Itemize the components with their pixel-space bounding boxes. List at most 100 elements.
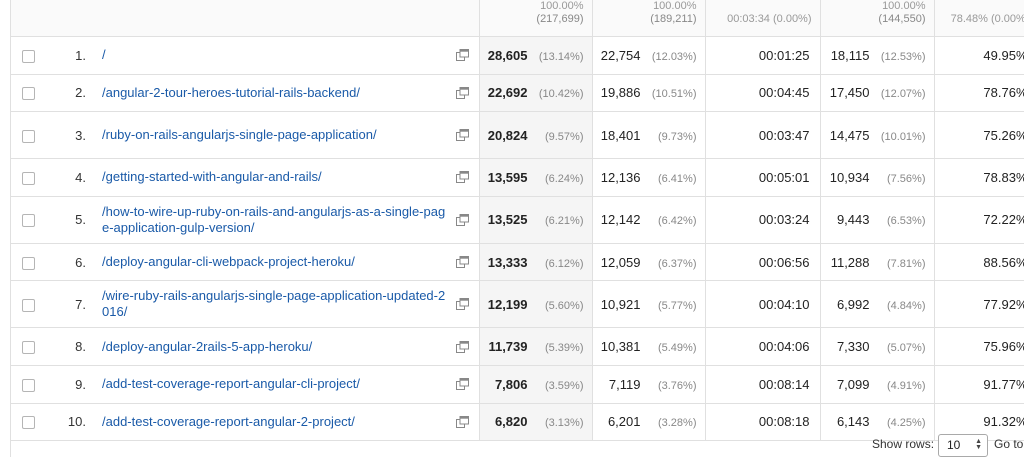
pageviews-cell: 12,199 (5.60%)	[478, 280, 592, 329]
table-row: 9. /add-test-coverage-report-angular-cli-…	[11, 365, 1024, 404]
unique-pageviews-value: 7,119	[608, 376, 641, 392]
pageviews-pct: (6.24%)	[544, 172, 584, 185]
entrances-value: 11,288	[830, 254, 870, 270]
pageviews-value: 12,199	[487, 296, 528, 312]
page-cell: /ruby-on-rails-angularjs-single-page-app…	[90, 111, 479, 160]
row-checkbox[interactable]	[21, 129, 35, 143]
pageviews-cell: 13,595 (6.24%)	[478, 158, 592, 197]
row-checkbox[interactable]	[21, 378, 35, 392]
avg-time-cell: 00:04:45	[704, 74, 820, 113]
pages-report-table: 100.00% (217,699) 100.00% (189,211) 00:0…	[11, 0, 1024, 442]
external-window-icon[interactable]	[455, 129, 469, 142]
table-row: 5. /how-to-wire-up-ruby-on-rails-and-angu…	[11, 196, 1024, 244]
page-link[interactable]: /ruby-on-rails-angularjs-single-page-app…	[102, 127, 377, 143]
row-checkbox[interactable]	[21, 49, 35, 63]
summary-entrances: 100.00% (144,550)	[819, 0, 934, 37]
goto-label: Go to:	[994, 437, 1024, 451]
entrances-value: 18,115	[830, 47, 870, 63]
row-checkbox[interactable]	[21, 416, 35, 430]
entrances-value: 14,475	[829, 127, 870, 143]
unique-pageviews-value: 18,401	[600, 127, 641, 143]
entrances-pct: (12.07%)	[880, 88, 926, 101]
pageviews-value: 20,824	[487, 127, 528, 143]
table-row: 10. /add-test-coverage-report-angular-2-p…	[11, 403, 1024, 442]
bounce-rate-cell: 49.95%	[933, 36, 1024, 75]
table-row: 7. /wire-ruby-rails-angularjs-single-page…	[11, 280, 1024, 329]
page-link[interactable]: /how-to-wire-up-ruby-on-rails-and-angula…	[102, 203, 446, 235]
table-row: 8. /deploy-angular-2rails-5-app-heroku/11…	[11, 327, 1024, 366]
table-row: 4. /getting-started-with-angular-and-rail…	[11, 158, 1024, 197]
entrances-cell: 9,443 (6.53%)	[819, 196, 934, 244]
row-checkbox[interactable]	[21, 341, 35, 355]
bounce-rate-cell: 75.26%	[933, 111, 1024, 160]
external-window-icon[interactable]	[455, 415, 469, 428]
summary-bounce-value: 78.48% (0.00%)	[950, 13, 1024, 25]
pageviews-value: 22,692	[487, 85, 528, 101]
pages-report-table-container: 100.00% (217,699) 100.00% (189,211) 00:0…	[10, 0, 1024, 442]
pageviews-value: 7,806	[494, 376, 528, 392]
unique-pageviews-pct: (6.37%)	[657, 257, 697, 270]
entrances-value: 6,992	[836, 296, 870, 312]
row-checkbox[interactable]	[21, 87, 35, 101]
external-window-icon[interactable]	[455, 378, 469, 391]
table-row: 1./28,605 (13.14%) 22,754 (12.03%) 00:01:25 1…	[11, 36, 1024, 75]
avg-time-cell: 00:04:06	[704, 327, 820, 366]
pageviews-pct: (6.12%)	[544, 257, 584, 270]
pageviews-cell: 13,525 (6.21%)	[478, 196, 592, 244]
row-select-cell	[11, 327, 45, 366]
show-rows-select[interactable]: 10 ▲ ▼	[938, 434, 988, 457]
unique-pageviews-pct: (3.76%)	[657, 379, 697, 392]
unique-pageviews-value: 10,921	[600, 296, 641, 312]
row-checkbox[interactable]	[21, 298, 35, 312]
avg-time-cell: 00:03:24	[704, 196, 820, 244]
page-link[interactable]: /deploy-angular-cli-webpack-project-hero…	[102, 254, 355, 270]
summary-pageviews: 100.00% (217,699)	[478, 0, 592, 37]
unique-pageviews-pct: (9.73%)	[657, 130, 697, 143]
row-checkbox[interactable]	[21, 214, 35, 228]
external-window-icon[interactable]	[455, 256, 469, 269]
row-checkbox[interactable]	[21, 256, 35, 270]
entrances-pct: (6.53%)	[886, 215, 926, 228]
page-cell: /angular-2-tour-heroes-tutorial-rails-ba…	[90, 74, 479, 113]
page-link[interactable]: /angular-2-tour-heroes-tutorial-rails-ba…	[102, 84, 360, 100]
unique-pageviews-pct: (12.03%)	[651, 50, 697, 63]
avg-time-cell: 00:05:01	[704, 158, 820, 197]
unique-pageviews-pct: (5.77%)	[657, 299, 697, 312]
external-window-icon[interactable]	[455, 86, 469, 99]
unique-pageviews-cell: 10,381 (5.49%)	[591, 327, 705, 366]
external-window-icon[interactable]	[455, 340, 469, 353]
entrances-cell: 10,934 (7.56%)	[819, 158, 934, 197]
page-link[interactable]: /add-test-coverage-report-angular-2-proj…	[102, 413, 355, 429]
row-checkbox[interactable]	[21, 172, 35, 186]
page-link[interactable]: /	[102, 47, 106, 63]
external-window-icon[interactable]	[455, 49, 469, 62]
page-link[interactable]: /add-test-coverage-report-angular-cli-pr…	[102, 376, 360, 392]
external-window-icon[interactable]	[455, 298, 469, 311]
pageviews-pct: (6.21%)	[544, 215, 584, 228]
entrances-pct: (7.81%)	[886, 257, 926, 270]
page-link[interactable]: /wire-ruby-rails-angularjs-single-page-a…	[102, 288, 446, 320]
page-link[interactable]: /getting-started-with-angular-and-rails/	[102, 169, 322, 185]
entrances-value: 7,330	[836, 339, 870, 355]
unique-pageviews-cell: 22,754 (12.03%)	[591, 36, 705, 75]
summary-bounce: 78.48% (0.00%)	[933, 0, 1024, 37]
unique-pageviews-cell: 12,059 (6.37%)	[591, 243, 705, 282]
entrances-pct: (7.56%)	[886, 172, 926, 185]
select-arrows-icon: ▲ ▼	[975, 438, 982, 451]
page-link[interactable]: /deploy-angular-2rails-5-app-heroku/	[102, 338, 313, 354]
summary-avg-time-value: 00:03:34 (0.00%)	[727, 13, 812, 25]
entrances-pct: (5.07%)	[886, 342, 926, 355]
bounce-rate-cell: 77.92%	[933, 280, 1024, 329]
entrances-cell: 7,099 (4.91%)	[819, 365, 934, 404]
external-window-icon[interactable]	[455, 171, 469, 184]
pageviews-pct: (5.39%)	[544, 342, 584, 355]
pageviews-pct: (3.59%)	[544, 379, 584, 392]
pageviews-pct: (3.13%)	[544, 417, 584, 430]
row-index: 6.	[45, 243, 90, 282]
row-select-cell	[11, 280, 45, 329]
row-index: 1.	[45, 36, 90, 75]
entrances-value: 7,099	[836, 376, 870, 392]
external-window-icon[interactable]	[455, 213, 469, 226]
bounce-rate-cell: 72.22%	[933, 196, 1024, 244]
avg-time-cell: 00:01:25	[704, 36, 820, 75]
